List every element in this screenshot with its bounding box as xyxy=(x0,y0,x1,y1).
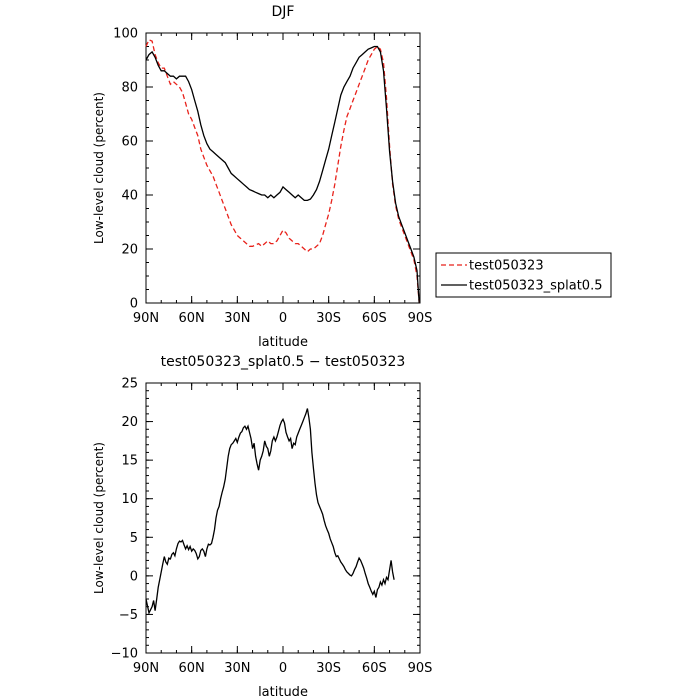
series-line xyxy=(145,38,420,304)
x-tick-label: 60S xyxy=(362,661,387,676)
x-tick-label: 60N xyxy=(179,661,205,676)
plot-frame xyxy=(145,382,421,654)
y-axis-label: Low-level cloud (percent) xyxy=(92,442,106,594)
y-tick-label: 15 xyxy=(121,454,138,469)
y-tick-label: 40 xyxy=(121,189,138,204)
series-line xyxy=(145,45,420,304)
y-tick-label: 25 xyxy=(121,377,138,392)
x-tick-label: 0 xyxy=(279,661,287,676)
series-line xyxy=(145,408,395,615)
x-tick-label: 30N xyxy=(224,311,250,326)
y-tick-label: −10 xyxy=(111,647,138,662)
y-tick-label: 20 xyxy=(121,415,138,430)
chart-difference: 90N 60N 30N 0 30S 60S 90S −10 −5 0 5 10 15 20 25 test05… xyxy=(92,354,432,700)
x-tick-label: 30N xyxy=(224,661,250,676)
y-tick-label: 20 xyxy=(121,243,138,258)
chart-title: test050323_splat0.5 − test050323 xyxy=(161,354,406,370)
y-tick-label: 10 xyxy=(121,492,138,507)
chart-djf: 90N 60N 30N 0 30S 60S 90S 0 20 40 60 80 100 DJF latitu… xyxy=(92,4,432,350)
y-tick-label: 80 xyxy=(121,81,138,96)
plot-frame xyxy=(145,32,421,304)
y-tick-label: 0 xyxy=(130,569,138,584)
y-tick-label: 100 xyxy=(113,27,138,42)
x-tick-label: 60S xyxy=(362,311,387,326)
y-tick-label: 0 xyxy=(130,297,138,312)
y-tick-label: 60 xyxy=(121,135,138,150)
chart-title: DJF xyxy=(272,4,295,20)
x-tick-label: 90S xyxy=(408,311,433,326)
x-tick-label: 60N xyxy=(179,311,205,326)
y-tick-label: −5 xyxy=(119,608,138,623)
x-tick-label: 30S xyxy=(316,661,341,676)
x-tick-label: 0 xyxy=(279,311,287,326)
legend-box xyxy=(435,252,612,298)
x-axis-label: latitude xyxy=(258,335,308,350)
legend-entry: test050323 xyxy=(469,259,544,274)
legend-entry: test050323_splat0.5 xyxy=(469,279,602,294)
x-tick-label: 90N xyxy=(133,311,159,326)
x-tick-label: 90S xyxy=(408,661,433,676)
x-axis-label: latitude xyxy=(258,685,308,700)
x-tick-label: 90N xyxy=(133,661,159,676)
y-tick-label: 5 xyxy=(130,531,138,546)
x-tick-label: 30S xyxy=(316,311,341,326)
y-axis-label: Low-level cloud (percent) xyxy=(92,92,106,244)
legend: test050323 test050323_splat0.5 xyxy=(435,252,612,298)
